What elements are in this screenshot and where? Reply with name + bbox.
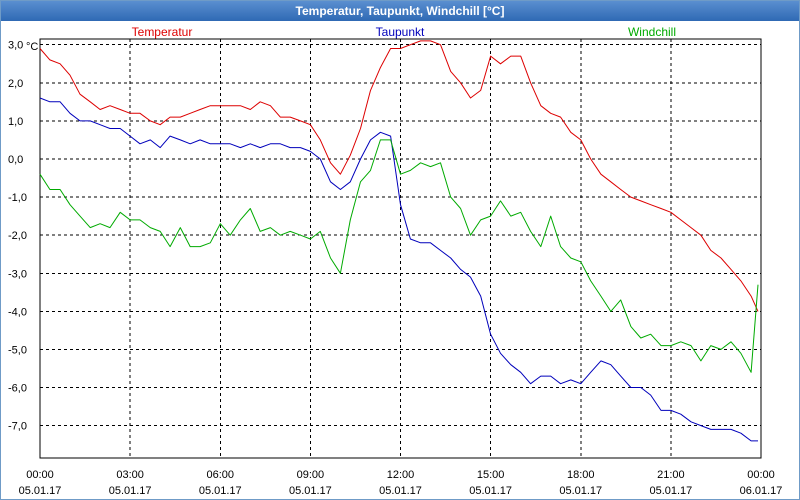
legend-windchill: Windchill xyxy=(628,25,676,39)
window-title: Temperatur, Taupunkt, Windchill [°C] xyxy=(1,1,799,21)
y-axis-unit-label: °C xyxy=(26,41,38,53)
x-tick-time-label: 03:00 xyxy=(116,469,144,481)
x-tick-time-label: 09:00 xyxy=(297,469,325,481)
y-tick-label: -2,0 xyxy=(8,230,27,242)
x-tick-date-label: 05.01.17 xyxy=(289,485,332,497)
y-tick-label: -3,0 xyxy=(8,268,27,280)
y-tick-label: -6,0 xyxy=(8,383,27,395)
x-tick-time-label: 12:00 xyxy=(387,469,415,481)
x-tick-date-label: 05.01.17 xyxy=(19,485,62,497)
legend-temperatur: Temperatur xyxy=(132,25,193,39)
series-line-temperatur xyxy=(39,40,759,312)
legend-taupunkt: Taupunkt xyxy=(376,25,425,39)
series-line-windchill xyxy=(39,139,759,373)
x-tick-date-label: 06.01.17 xyxy=(740,485,783,497)
x-tick-date-label: 05.01.17 xyxy=(469,485,512,497)
y-tick-label: 0,0 xyxy=(8,154,23,166)
x-tick-time-label: 21:00 xyxy=(657,469,685,481)
y-tick-label: 3,0 xyxy=(8,40,23,52)
y-tick-label: -1,0 xyxy=(8,192,27,204)
y-tick-label: 2,0 xyxy=(8,78,23,90)
y-tick-label: -4,0 xyxy=(8,306,27,318)
x-tick-date-label: 05.01.17 xyxy=(649,485,692,497)
x-tick-time-label: 00:00 xyxy=(747,469,775,481)
x-tick-time-label: 15:00 xyxy=(477,469,505,481)
x-tick-time-label: 00:00 xyxy=(26,469,54,481)
x-tick-date-label: 05.01.17 xyxy=(199,485,242,497)
series-line-taupunkt xyxy=(39,97,758,442)
x-tick-date-label: 05.01.17 xyxy=(559,485,602,497)
x-tick-time-label: 18:00 xyxy=(567,469,595,481)
y-tick-label: 1,0 xyxy=(8,116,23,128)
x-tick-date-label: 05.01.17 xyxy=(379,485,422,497)
y-tick-label: -5,0 xyxy=(8,344,27,356)
y-tick-label: -7,0 xyxy=(8,421,27,433)
x-tick-date-label: 05.01.17 xyxy=(109,485,152,497)
x-tick-time-label: 06:00 xyxy=(206,469,234,481)
